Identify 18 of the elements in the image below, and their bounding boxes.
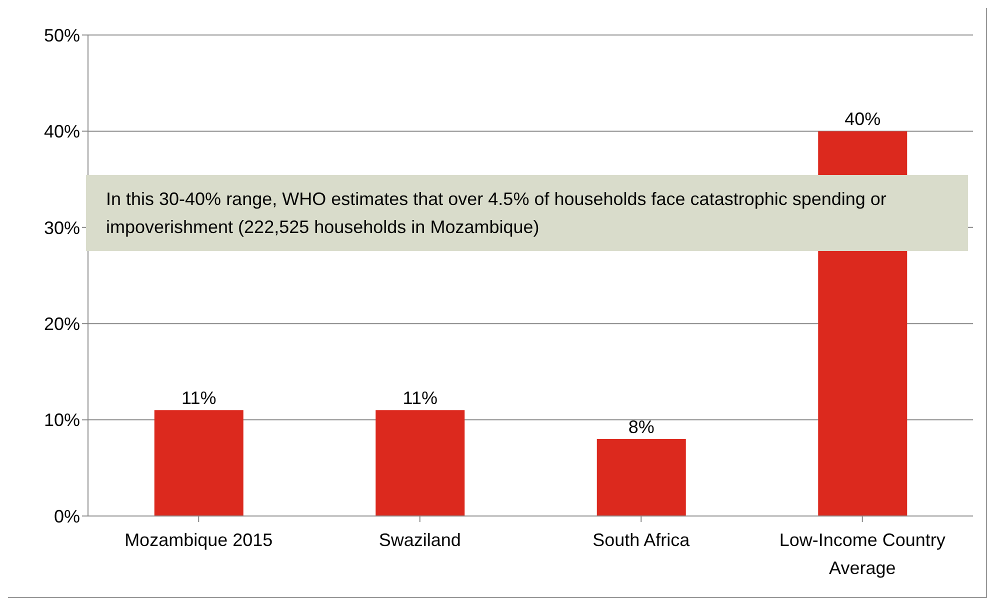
bar bbox=[154, 410, 244, 516]
text-box: In this 30-40% range, WHO estimates that over 4.5% of households face catastrophic spending or impoverishment (222,525 households in Mozambique) bbox=[86, 175, 968, 251]
x-tick-label: South Africa bbox=[592, 530, 691, 550]
data-label: 11% bbox=[402, 388, 438, 408]
x-tick-label: Mozambique 2015 bbox=[124, 530, 273, 550]
x-tick-label: Swaziland bbox=[378, 530, 461, 550]
data-label: 11% bbox=[182, 388, 216, 408]
y-tick-label: 40% bbox=[44, 122, 80, 142]
bar bbox=[596, 439, 686, 516]
data-label: 40% bbox=[844, 109, 881, 130]
y-tick-label: 0% bbox=[54, 506, 80, 526]
y-tick-label: 10% bbox=[44, 410, 80, 430]
x-tick-label: Low-Income Country Average bbox=[779, 530, 946, 578]
bar bbox=[376, 410, 465, 516]
y-tick-label: 50% bbox=[44, 25, 80, 46]
y-tick-label: 20% bbox=[44, 314, 80, 334]
data-label: 8% bbox=[628, 417, 654, 438]
y-tick-label: 30% bbox=[44, 218, 80, 238]
